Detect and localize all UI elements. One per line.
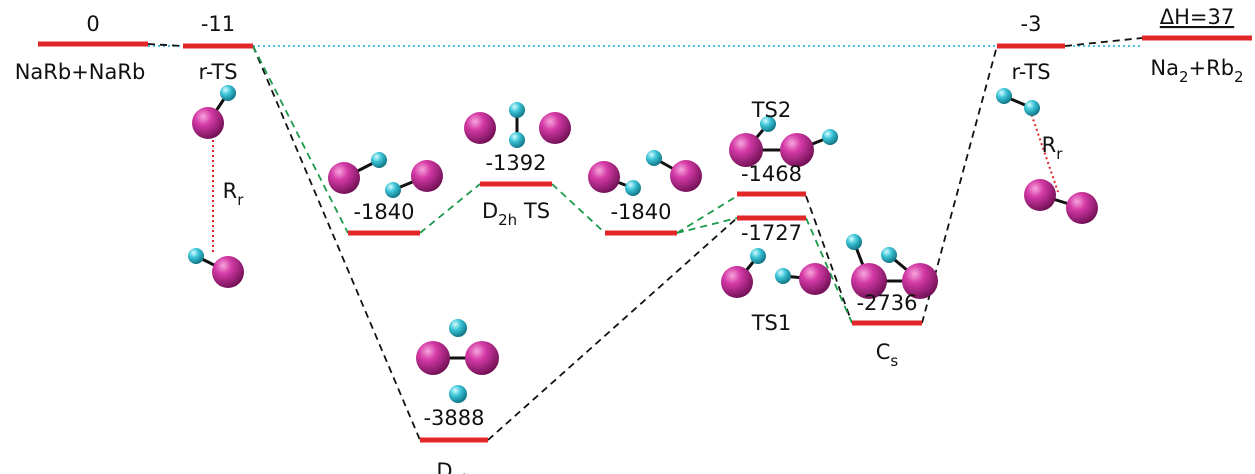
text-part: +Rb xyxy=(1189,56,1235,80)
state-label: D2h xyxy=(436,459,471,474)
energy-label: -1840 xyxy=(353,200,414,224)
energy-level xyxy=(38,41,148,47)
text-part: r xyxy=(1056,145,1063,163)
molecules xyxy=(188,85,1098,403)
text-part: 2 xyxy=(1179,68,1189,86)
state-label: r-TS xyxy=(198,60,237,84)
text-part: r-TS xyxy=(198,60,237,84)
energy-label: -3 xyxy=(1021,12,1042,36)
state-label: Cs xyxy=(876,340,899,370)
energy-level xyxy=(737,215,806,221)
distance-label: Rr xyxy=(1042,133,1064,163)
text-part: s xyxy=(890,352,898,370)
text-part: TS2 xyxy=(751,98,792,122)
text-part: C xyxy=(876,340,891,364)
text-part: D xyxy=(436,459,452,474)
text-part: NaRb+NaRb xyxy=(15,60,146,84)
text-part: r xyxy=(237,191,244,209)
text-part: R xyxy=(223,179,238,203)
text-part: 2h xyxy=(453,471,472,474)
energy-label: -2736 xyxy=(856,291,917,315)
state-label: TS1 xyxy=(751,311,792,335)
energy-level xyxy=(420,437,488,443)
state-label: r-TS xyxy=(1011,60,1050,84)
connectors xyxy=(147,37,1143,441)
energy-label: -1727 xyxy=(741,221,802,245)
text-part: D xyxy=(482,199,498,223)
energy-label: -3888 xyxy=(423,406,484,430)
state-label: D2h TS xyxy=(482,199,550,229)
energy-label: -1392 xyxy=(485,151,546,175)
state-label: TS2 xyxy=(751,98,792,122)
text-part: R xyxy=(1042,133,1057,157)
energy-level xyxy=(737,191,806,197)
state-label: NaRb+NaRb xyxy=(15,60,146,84)
text-part: TS1 xyxy=(751,311,792,335)
energy-level xyxy=(852,320,922,326)
energy-label: -1468 xyxy=(741,162,802,186)
energy-label: -1840 xyxy=(610,200,671,224)
energy-level xyxy=(480,181,552,187)
text-part: TS xyxy=(517,199,550,223)
energy-level xyxy=(997,43,1065,49)
energy-level xyxy=(183,43,253,49)
energy-level xyxy=(1142,35,1252,41)
text-part: r-TS xyxy=(1011,60,1050,84)
energy-label: -11 xyxy=(201,12,235,36)
state-label: Na2+Rb2 xyxy=(1150,56,1243,86)
text-part: 2 xyxy=(1234,68,1244,86)
energy-label: 0 xyxy=(86,12,99,36)
distance-label: Rr xyxy=(223,179,245,209)
text-part: Na xyxy=(1150,56,1179,80)
energy-level xyxy=(605,230,677,236)
text-part: 2h xyxy=(498,211,517,229)
energy-label: ΔH=37 xyxy=(1160,5,1234,29)
energy-level xyxy=(348,230,420,236)
